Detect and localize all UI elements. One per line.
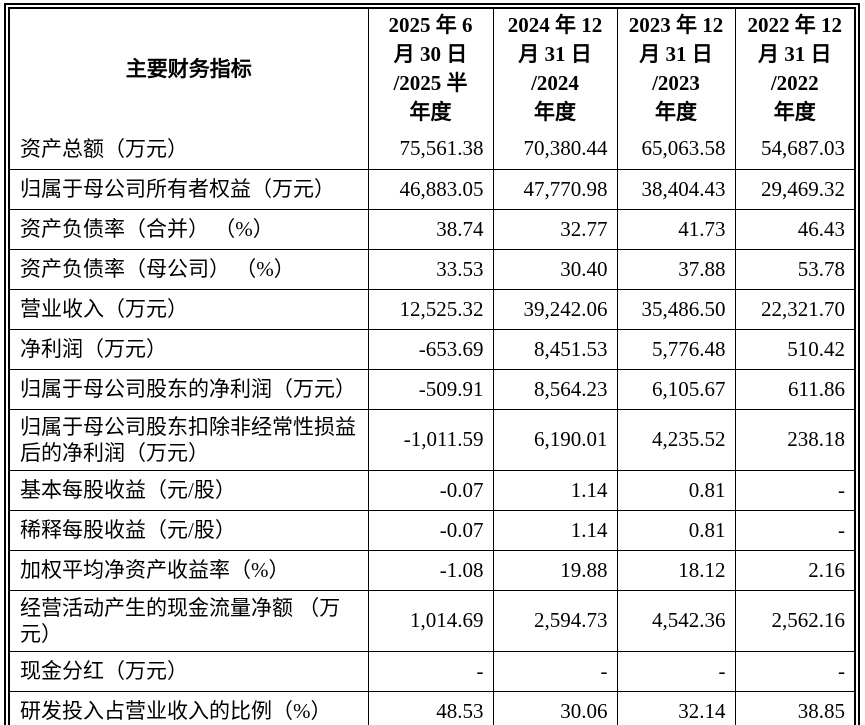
table-header-row: 主要财务指标 2025 年 6 月 30 日 /2025 半 年度 2024 年… [10,9,854,129]
cell-value: 48.53 [367,690,494,725]
row-label: 营业收入（万元） [10,288,369,330]
cell-value: 30.06 [492,690,618,725]
cell-value: 75,561.38 [367,129,494,170]
header-period-2023: 2023 年 12 月 31 日 /2023 年度 [616,9,736,129]
cell-value: 65,063.58 [616,129,736,170]
cell-value: 53.78 [734,248,854,290]
cell-value: 47,770.98 [492,168,618,210]
cell-value: 39,242.06 [492,288,618,330]
cell-value: 8,564.23 [492,368,618,410]
cell-value: 2.16 [734,549,854,591]
row-label: 资产负债率（合并） （%） [10,208,369,250]
row-label: 基本每股收益（元/股） [10,469,369,511]
row-label: 归属于母公司股东的净利润（万元） [10,368,369,410]
table-row: 研发投入占营业收入的比例（%） 48.53 30.06 32.14 38.85 [10,690,854,725]
table-row: 净利润（万元） -653.69 8,451.53 5,776.48 510.42 [10,328,854,370]
cell-value: 30.40 [492,248,618,290]
header-period-2025h1: 2025 年 6 月 30 日 /2025 半 年度 [367,9,494,129]
cell-value: 12,525.32 [367,288,494,330]
row-label: 净利润（万元） [10,328,369,370]
cell-value: 4,542.36 [616,589,736,652]
cell-value: 6,190.01 [492,408,618,471]
cell-value: - [616,650,736,692]
cell-value: - [367,650,494,692]
cell-value: 54,687.03 [734,129,854,170]
cell-value: 35,486.50 [616,288,736,330]
table-row: 资产负债率（母公司） （%） 33.53 30.40 37.88 53.78 [10,248,854,290]
table-row: 现金分红（万元） - - - - [10,650,854,692]
row-label: 研发投入占营业收入的比例（%） [10,690,369,725]
table-row: 归属于母公司股东扣除非经常性损益 后的净利润（万元） -1,011.59 6,1… [10,408,854,471]
table-row: 加权平均净资产收益率（%） -1.08 19.88 18.12 2.16 [10,549,854,591]
cell-value: 29,469.32 [734,168,854,210]
table-row: 资产总额（万元） 75,561.38 70,380.44 65,063.58 5… [10,129,854,170]
cell-value: 70,380.44 [492,129,618,170]
row-label: 加权平均净资产收益率（%） [10,549,369,591]
cell-value: - [734,469,854,511]
row-label: 资产负债率（母公司） （%） [10,248,369,290]
cell-value: 37.88 [616,248,736,290]
cell-value: - [734,509,854,551]
header-period-2022: 2022 年 12 月 31 日 /2022 年度 [734,9,854,129]
cell-value: 611.86 [734,368,854,410]
row-label: 归属于母公司所有者权益（万元） [10,168,369,210]
cell-value: 2,594.73 [492,589,618,652]
cell-value: 32.77 [492,208,618,250]
table-row: 基本每股收益（元/股） -0.07 1.14 0.81 - [10,469,854,511]
cell-value: 1,014.69 [367,589,494,652]
cell-value: 6,105.67 [616,368,736,410]
cell-value: 19.88 [492,549,618,591]
cell-value: 38.74 [367,208,494,250]
cell-value: 46,883.05 [367,168,494,210]
cell-value: 0.81 [616,469,736,511]
row-label: 现金分红（万元） [10,650,369,692]
cell-value: -0.07 [367,469,494,511]
row-label: 资产总额（万元） [10,129,369,170]
table-row: 归属于母公司股东的净利润（万元） -509.91 8,564.23 6,105.… [10,368,854,410]
row-label: 经营活动产生的现金流量净额 （万 元） [10,589,369,652]
cell-value: 2,562.16 [734,589,854,652]
row-label: 稀释每股收益（元/股） [10,509,369,551]
cell-value: 0.81 [616,509,736,551]
cell-value: 22,321.70 [734,288,854,330]
table-row: 经营活动产生的现金流量净额 （万 元） 1,014.69 2,594.73 4,… [10,589,854,652]
cell-value: 8,451.53 [492,328,618,370]
financial-indicators-table: 主要财务指标 2025 年 6 月 30 日 /2025 半 年度 2024 年… [4,3,860,725]
cell-value: -0.07 [367,509,494,551]
cell-value: -1,011.59 [367,408,494,471]
table-row: 资产负债率（合并） （%） 38.74 32.77 41.73 46.43 [10,208,854,250]
cell-value: 18.12 [616,549,736,591]
table-row: 稀释每股收益（元/股） -0.07 1.14 0.81 - [10,509,854,551]
cell-value: 5,776.48 [616,328,736,370]
cell-value: - [734,650,854,692]
cell-value: 38.85 [734,690,854,725]
table-row: 营业收入（万元） 12,525.32 39,242.06 35,486.50 2… [10,288,854,330]
table-row: 归属于母公司所有者权益（万元） 46,883.05 47,770.98 38,4… [10,168,854,210]
cell-value: 1.14 [492,509,618,551]
cell-value: 238.18 [734,408,854,471]
cell-value: 41.73 [616,208,736,250]
cell-value: 38,404.43 [616,168,736,210]
cell-value: 32.14 [616,690,736,725]
cell-value: 46.43 [734,208,854,250]
cell-value: -653.69 [367,328,494,370]
cell-value: 4,235.52 [616,408,736,471]
header-indicator: 主要财务指标 [10,9,369,129]
row-label: 归属于母公司股东扣除非经常性损益 后的净利润（万元） [10,408,369,471]
cell-value: 33.53 [367,248,494,290]
cell-value: - [492,650,618,692]
cell-value: 510.42 [734,328,854,370]
cell-value: -1.08 [367,549,494,591]
cell-value: -509.91 [367,368,494,410]
header-period-2024: 2024 年 12 月 31 日 /2024 年度 [492,9,618,129]
cell-value: 1.14 [492,469,618,511]
